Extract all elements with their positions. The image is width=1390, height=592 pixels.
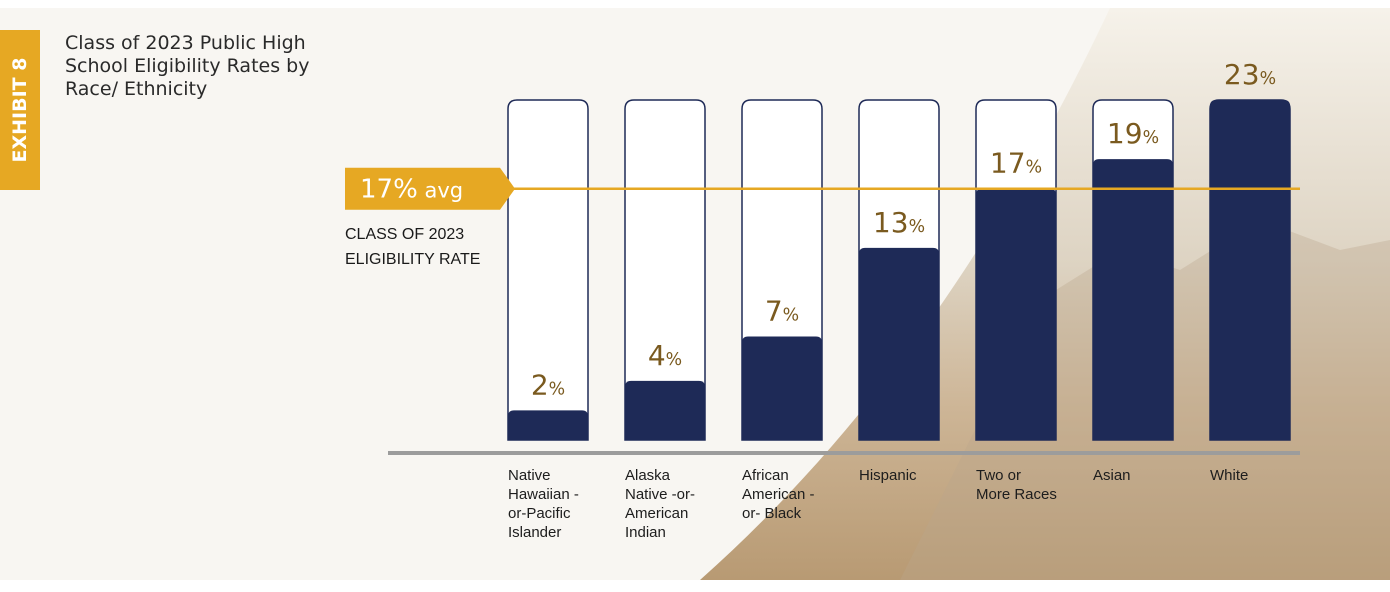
value-label: 23% bbox=[1224, 58, 1276, 91]
value-label: 4% bbox=[648, 339, 682, 372]
bar bbox=[1093, 159, 1173, 440]
chart-title: Class of 2023 Public High School Eligibi… bbox=[65, 32, 310, 100]
value-label: 2% bbox=[531, 368, 565, 401]
bar bbox=[625, 380, 705, 440]
reference-label: 17% avg bbox=[360, 175, 463, 205]
value-label: 7% bbox=[765, 295, 799, 328]
bar bbox=[976, 188, 1056, 440]
value-label: 17% bbox=[990, 147, 1042, 180]
x-tick-label: Alaska Native -or- American Indian bbox=[625, 467, 696, 541]
value-label: 19% bbox=[1107, 117, 1159, 150]
x-tick-label: Hispanic bbox=[859, 467, 917, 484]
x-tick-label: African American -or- Black bbox=[742, 467, 815, 522]
reference-tag bbox=[345, 167, 515, 210]
bar bbox=[742, 336, 822, 440]
exhibit-tab: EXHIBIT 8 bbox=[0, 30, 40, 190]
bar-outline bbox=[624, 99, 706, 441]
x-tick-label: White bbox=[1210, 467, 1249, 484]
bar-outline bbox=[507, 99, 589, 441]
value-label: 13% bbox=[873, 206, 925, 239]
reference-note: CLASS OF 2023 ELIGIBILITY RATE bbox=[345, 226, 481, 268]
bar bbox=[508, 410, 588, 440]
bar bbox=[1210, 100, 1290, 440]
x-tick-label: Native Hawaiian -or-Pacific Islander bbox=[508, 467, 579, 541]
bar bbox=[859, 247, 939, 440]
x-tick-label: Asian bbox=[1093, 467, 1131, 484]
exhibit-label: EXHIBIT 8 bbox=[9, 57, 31, 163]
x-tick-label: Two or More Races bbox=[976, 467, 1057, 503]
